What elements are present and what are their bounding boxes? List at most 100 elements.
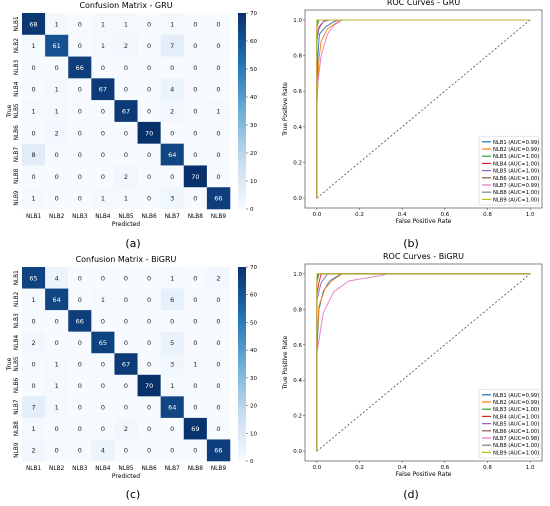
- x-tick-label: 0.0: [312, 212, 321, 218]
- heatmap-cell: [91, 331, 115, 354]
- y-tick-label: NLB5: [14, 356, 20, 372]
- cell-value-label: 0: [170, 447, 174, 455]
- x-tick-label: 1.0: [526, 212, 535, 218]
- heatmap-cell: [137, 288, 161, 311]
- y-tick-label: 0.6: [293, 343, 302, 349]
- cell-value-label: 1: [170, 20, 174, 28]
- heatmap-cell: [68, 187, 92, 210]
- cell-value-label: 0: [193, 317, 197, 325]
- y-tick-label: NLB1: [14, 16, 20, 32]
- colorbar-tick-label: 0: [250, 207, 254, 213]
- x-tick-label: 0.6: [440, 465, 449, 471]
- y-tick-label: NLB5: [14, 103, 20, 119]
- cell-value-label: 0: [55, 425, 59, 433]
- cell-value-label: 0: [193, 86, 197, 94]
- x-tick-label: NLB6: [141, 214, 157, 220]
- heatmap-cell: [114, 331, 138, 354]
- cell-value-label: 0: [216, 129, 220, 137]
- cell-value-label: 0: [78, 151, 82, 159]
- cell-value-label: 0: [124, 274, 128, 282]
- heatmap-cell: [91, 121, 115, 144]
- heatmap-cell: [91, 187, 115, 210]
- heatmap-cell: [160, 396, 185, 419]
- y-tick-label: NLB8: [14, 421, 20, 437]
- heatmap-cell: [114, 396, 138, 419]
- heatmap-cell: [160, 374, 185, 397]
- cell-value-label: 1: [31, 195, 35, 203]
- heatmap-cell: [45, 310, 69, 332]
- colorbar-tick-label: 0: [250, 459, 254, 465]
- heatmap-cell: [183, 417, 208, 440]
- cell-value-label: 67: [122, 361, 130, 369]
- y-tick-label: NLB9: [14, 442, 20, 458]
- cell-value-label: 2: [124, 42, 128, 50]
- heatmap-cell: [183, 353, 208, 376]
- cell-value-label: 0: [124, 447, 128, 455]
- cell-value-label: 0: [124, 296, 128, 304]
- cell-value-label: 0: [101, 173, 105, 181]
- cell-value-label: 0: [78, 447, 82, 455]
- cell-value-label: 0: [170, 129, 174, 137]
- colorbar-tick-label: 10: [250, 179, 257, 185]
- colorbar-tick-label: 30: [250, 123, 257, 129]
- heatmap-cell: [68, 374, 92, 397]
- cell-value-label: 0: [193, 296, 197, 304]
- cell-value-label: 66: [214, 447, 222, 455]
- cell-value-label: 0: [216, 296, 220, 304]
- heatmap-cell: [91, 353, 115, 376]
- x-tick-label: 0.6: [440, 212, 449, 218]
- cell-value-label: 0: [78, 20, 82, 28]
- heatmap-cell: [137, 187, 161, 210]
- legend-label: NLB4 (AUC=1.00): [493, 414, 539, 420]
- cell-value-label: 0: [78, 425, 82, 433]
- heatmap-cell: [68, 439, 92, 462]
- heatmap-cell: [160, 78, 185, 101]
- cell-value-label: 0: [101, 129, 105, 137]
- cell-value-label: 1: [124, 195, 128, 203]
- cell-value-label: 0: [216, 317, 220, 325]
- y-tick-label: 1.0: [293, 18, 302, 24]
- heatmap-cell: [22, 165, 46, 188]
- heatmap-cell: [68, 417, 92, 440]
- heatmap-cell: [22, 13, 46, 36]
- legend-label: NLB5 (AUC=1.00): [493, 422, 539, 428]
- cell-value-label: 0: [78, 195, 82, 203]
- heatmap-cell: [114, 417, 138, 440]
- heatmap-cell: [114, 310, 138, 332]
- heatmap-cell: [45, 56, 69, 79]
- cell-value-label: 69: [191, 425, 199, 433]
- cell-value-label: 0: [31, 86, 35, 94]
- caption-d: (d): [403, 488, 419, 501]
- cell-value-label: 0: [147, 425, 151, 433]
- y-tick-label: NLB7: [14, 399, 20, 415]
- legend-label: NLB6 (AUC=1.00): [493, 429, 539, 435]
- heatmap-cell: [68, 13, 92, 36]
- cell-value-label: 0: [216, 42, 220, 50]
- chart-title: Confusion Matrix - BiGRU: [76, 255, 177, 264]
- heatmap-cell: [160, 100, 185, 123]
- cell-value-label: 0: [31, 64, 35, 72]
- cell-value-label: 4: [170, 86, 174, 94]
- colorbar-tick-label: 50: [250, 67, 257, 73]
- heatmap-cell: [206, 417, 231, 440]
- heatmap-cell: [45, 374, 69, 397]
- x-axis-label: Predicted: [112, 473, 140, 480]
- colorbar-tick-label: 60: [250, 293, 257, 299]
- heatmap-cell: [114, 187, 138, 210]
- heatmap-cell: [22, 417, 46, 440]
- heatmap-cell: [68, 100, 92, 123]
- legend-label: NLB2 (AUC=0.99): [493, 147, 539, 153]
- cell-value-label: 0: [147, 151, 151, 159]
- cell-value-label: 0: [147, 296, 151, 304]
- cell-value-label: 67: [99, 86, 107, 94]
- heatmap-cell: [45, 100, 69, 123]
- colorbar-tick-label: 40: [250, 348, 257, 354]
- heatmap-cell: [91, 78, 115, 101]
- legend-label: NLB9 (AUC=1.00): [493, 197, 539, 203]
- heatmap-cell: [91, 34, 115, 57]
- cell-value-label: 0: [147, 195, 151, 203]
- cell-value-label: 0: [193, 339, 197, 347]
- y-tick-label: 0.4: [293, 378, 302, 384]
- heatmap-cell: [183, 187, 208, 210]
- heatmap-cell: [160, 417, 185, 440]
